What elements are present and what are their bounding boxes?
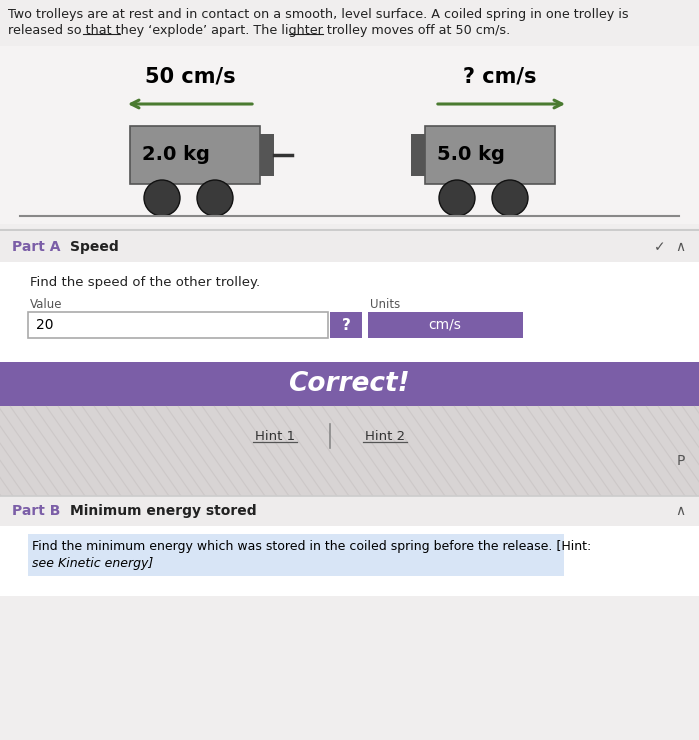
Circle shape (197, 180, 233, 216)
Circle shape (144, 180, 180, 216)
Bar (425, 126, 555, 184)
Text: 2.0 kg: 2.0 kg (142, 146, 210, 164)
Text: 5.0 kg: 5.0 kg (437, 146, 505, 164)
Text: ∧: ∧ (675, 240, 685, 254)
Bar (0, 232, 699, 262)
Text: ∧: ∧ (675, 504, 685, 518)
Text: see Kinetic energy]: see Kinetic energy] (32, 557, 153, 570)
Text: 20: 20 (36, 318, 54, 332)
Text: ✓: ✓ (654, 240, 666, 254)
Text: Two trolleys are at rest and in contact on a smooth, level surface. A coiled spr: Two trolleys are at rest and in contact … (8, 8, 628, 21)
Circle shape (492, 180, 528, 216)
Bar (0, 406, 699, 496)
Text: Minimum energy stored: Minimum energy stored (70, 504, 257, 518)
Text: cm/s: cm/s (428, 318, 461, 332)
Bar (0, 46, 699, 224)
Bar (0, 262, 699, 362)
Text: Speed: Speed (70, 240, 119, 254)
Text: P: P (677, 454, 685, 468)
Text: ?: ? (342, 317, 350, 332)
Bar (28, 534, 564, 576)
Text: 50 cm/s: 50 cm/s (145, 66, 236, 86)
Bar (368, 312, 523, 338)
Bar (0, 362, 699, 406)
Bar (28, 312, 328, 338)
Text: Part A: Part A (12, 240, 61, 254)
Bar (0, 526, 699, 596)
Bar (130, 126, 260, 184)
Bar (330, 312, 362, 338)
Text: Part B: Part B (12, 504, 60, 518)
Text: Units: Units (370, 298, 401, 311)
Text: Find the minimum energy which was stored in the coiled spring before the release: Find the minimum energy which was stored… (32, 540, 591, 553)
Text: Hint 1: Hint 1 (255, 429, 295, 443)
Bar (260, 134, 274, 176)
Bar (411, 134, 425, 176)
Text: Find the speed of the other trolley.: Find the speed of the other trolley. (30, 276, 260, 289)
Text: Hint 2: Hint 2 (365, 429, 405, 443)
Text: Correct!: Correct! (288, 371, 410, 397)
Bar (0, 496, 699, 526)
Text: released so that they ‘explode’ apart. The lighter trolley moves off at 50 cm/s.: released so that they ‘explode’ apart. T… (8, 24, 510, 37)
Text: Value: Value (30, 298, 62, 311)
Circle shape (439, 180, 475, 216)
Text: ? cm/s: ? cm/s (463, 66, 537, 86)
